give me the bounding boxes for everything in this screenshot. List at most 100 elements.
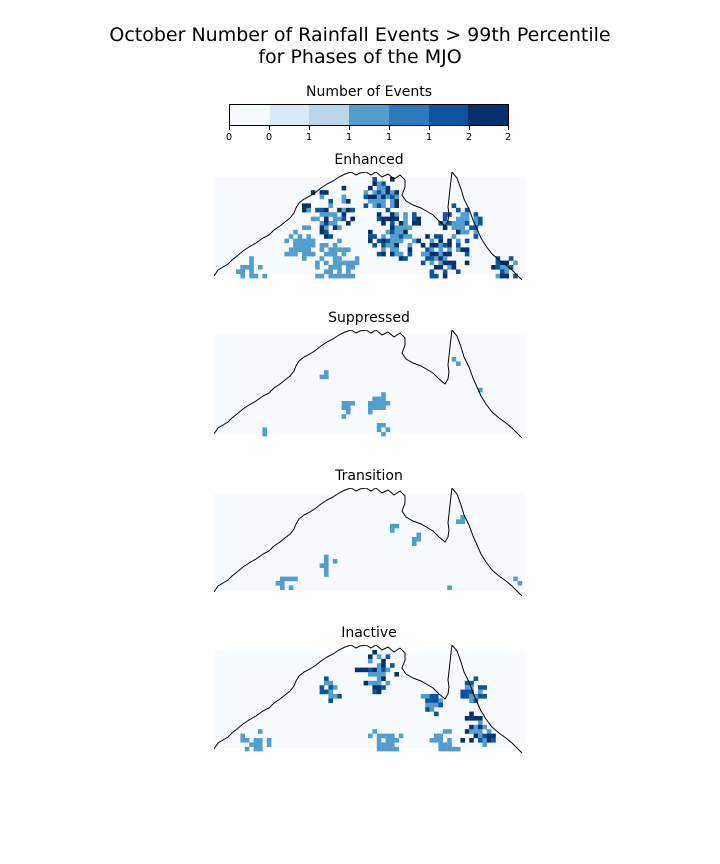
grid-cell	[438, 251, 443, 257]
grid-cell	[390, 225, 395, 230]
grid-cell	[368, 654, 373, 659]
grid-cell	[447, 260, 452, 266]
grid-cell	[381, 431, 386, 437]
grid-cell	[354, 260, 360, 266]
map-background	[214, 493, 525, 591]
grid-cell	[319, 689, 325, 695]
grid-cell	[460, 738, 465, 743]
grid-cell	[319, 221, 325, 226]
grid-cell	[319, 685, 325, 690]
grid-cell	[394, 190, 399, 195]
grid-cell	[394, 199, 399, 204]
grid-cell	[328, 212, 333, 217]
grid-cell	[240, 269, 245, 274]
grid-cell	[258, 738, 263, 743]
grid-cell	[412, 537, 417, 542]
coastline	[214, 330, 523, 438]
grid-cell	[381, 663, 386, 668]
grid-cell	[469, 724, 474, 730]
grid-cell	[390, 251, 395, 257]
grid-cell	[434, 243, 439, 248]
chart-title-line2: for Phases of the MJO	[258, 46, 462, 68]
grid-cell	[412, 238, 417, 244]
grid-cell	[469, 729, 474, 734]
grid-cell	[376, 405, 382, 410]
grid-cell	[266, 742, 272, 747]
grid-cell	[464, 247, 470, 252]
grid-cell	[478, 685, 483, 690]
grid-cell	[425, 698, 430, 703]
grid-cell	[394, 194, 399, 200]
grid-cell	[350, 216, 355, 222]
grid-cell	[372, 199, 377, 204]
grid-cell	[346, 273, 351, 279]
grid-cell	[306, 247, 311, 252]
grid-cell	[258, 265, 263, 270]
grid-cell	[266, 738, 272, 743]
grid-cell	[368, 672, 373, 677]
grid-cell	[350, 260, 355, 266]
grid-cell	[398, 238, 404, 244]
grid-cell	[337, 256, 342, 261]
grid-cell	[368, 185, 373, 191]
grid-cell	[456, 247, 461, 252]
grid-cell	[429, 243, 435, 248]
grid-cell	[469, 689, 474, 695]
grid-cell	[442, 251, 448, 257]
grid-cell	[469, 738, 474, 743]
grid-cell	[403, 225, 408, 230]
grid-cell	[429, 738, 435, 743]
colorbar-segment	[230, 105, 270, 125]
grid-cell	[319, 243, 325, 248]
grid-cell	[398, 234, 404, 239]
grid-cell	[460, 515, 465, 520]
grid-cell	[293, 247, 298, 252]
grid-cell	[324, 234, 329, 239]
grid-cell	[341, 405, 347, 410]
grid-cell	[429, 694, 435, 699]
grid-cell	[244, 738, 250, 743]
grid-cell	[310, 216, 316, 222]
grid-cell	[394, 229, 399, 235]
grid-cell	[346, 221, 351, 226]
grid-cell	[425, 702, 430, 708]
grid-cell	[438, 733, 443, 739]
grid-cell	[341, 260, 347, 266]
grid-cell	[390, 733, 395, 739]
grid-cell	[328, 680, 333, 686]
grid-cell	[460, 694, 465, 699]
grid-cell	[372, 203, 377, 208]
grid-cell	[306, 243, 311, 248]
grid-cell	[372, 243, 377, 248]
grid-cell	[381, 251, 386, 257]
grid-cell	[346, 260, 351, 266]
grid-cell	[354, 256, 360, 261]
grid-cell	[328, 221, 333, 226]
grid-cell	[425, 234, 430, 239]
grid-cell	[288, 234, 294, 239]
grid-cell	[390, 243, 395, 248]
grid-cell	[390, 528, 395, 533]
grid-cell	[324, 251, 329, 257]
grid-cell	[368, 401, 373, 406]
grid-cell	[376, 396, 382, 402]
grid-cell	[324, 572, 329, 577]
colorbar-tick	[429, 126, 430, 130]
grid-cell	[385, 742, 391, 747]
grid-cell	[293, 576, 298, 582]
grid-cell	[381, 392, 386, 397]
grid-cell	[394, 738, 399, 743]
grid-cell	[447, 738, 452, 743]
grid-cell	[420, 694, 426, 699]
grid-cell	[328, 694, 333, 699]
grid-cell	[486, 738, 492, 743]
grid-cell	[403, 212, 408, 217]
colorbar-tick-label: 1	[345, 132, 353, 143]
grid-cell	[390, 229, 395, 235]
grid-cell	[368, 238, 373, 244]
grid-cell	[381, 243, 386, 248]
grid-cell	[288, 576, 294, 582]
grid-cell	[332, 225, 338, 230]
colorbar-tick	[389, 126, 390, 130]
grid-cell	[381, 667, 386, 673]
